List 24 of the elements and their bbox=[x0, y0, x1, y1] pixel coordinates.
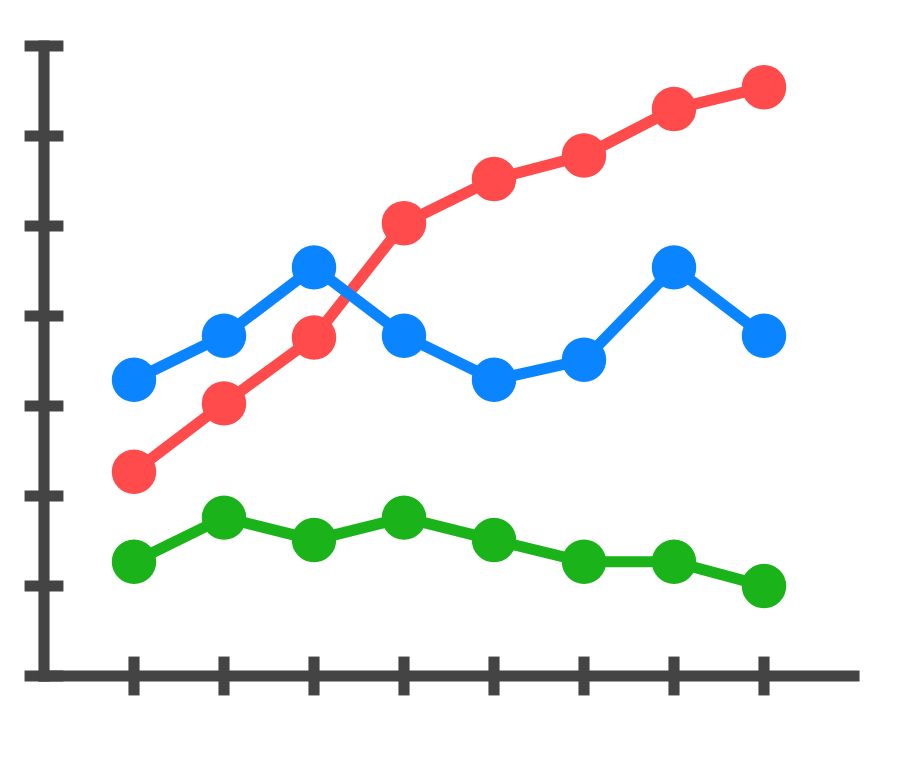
point bbox=[381, 313, 427, 358]
point bbox=[111, 539, 157, 584]
point bbox=[201, 495, 247, 540]
point bbox=[561, 539, 607, 584]
point bbox=[381, 495, 427, 540]
point bbox=[561, 337, 607, 383]
point bbox=[741, 64, 787, 110]
point bbox=[201, 381, 247, 426]
point bbox=[381, 201, 427, 246]
point bbox=[471, 517, 517, 563]
point bbox=[741, 313, 787, 358]
point bbox=[651, 86, 697, 132]
point bbox=[291, 517, 337, 563]
point bbox=[471, 156, 517, 202]
point bbox=[291, 245, 337, 290]
point bbox=[201, 313, 247, 358]
point bbox=[561, 133, 607, 178]
point bbox=[741, 563, 787, 609]
point bbox=[291, 315, 337, 360]
point bbox=[111, 449, 157, 494]
point bbox=[471, 357, 517, 403]
point bbox=[651, 539, 697, 584]
point bbox=[651, 245, 697, 290]
point bbox=[111, 357, 157, 403]
